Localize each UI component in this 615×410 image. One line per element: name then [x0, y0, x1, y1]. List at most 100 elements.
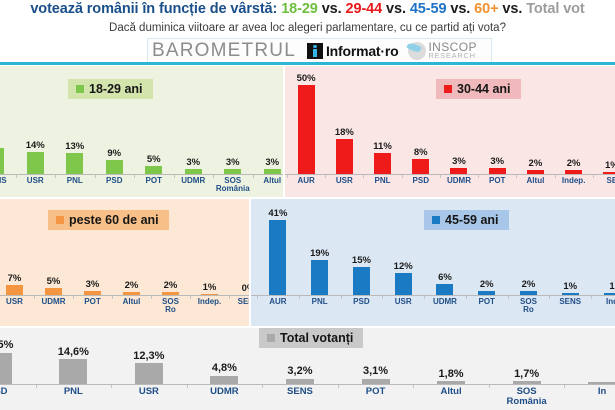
bar-group[interactable]: 11% PNL — [363, 74, 401, 185]
bar[interactable] — [603, 293, 615, 295]
bar-group[interactable]: 1,8% Altul — [413, 340, 489, 396]
bar[interactable] — [145, 166, 163, 174]
bar-group[interactable]: 15% PSD — [341, 209, 383, 306]
bar-value-label: 1% — [202, 281, 217, 293]
bar-group[interactable]: 1% Indep. — [190, 225, 229, 305]
bar-group[interactable]: 18% USR — [325, 74, 363, 185]
bar[interactable] — [352, 267, 370, 295]
bar[interactable] — [512, 381, 541, 384]
axis-tick — [413, 385, 415, 388]
bar[interactable] — [123, 292, 140, 295]
bar[interactable] — [224, 169, 242, 174]
bar-group[interactable]: 3% UDMR — [174, 94, 214, 185]
bar[interactable] — [603, 172, 615, 174]
bar-group[interactable]: 2% POT — [466, 209, 508, 306]
bar-group[interactable]: 50% AUR — [287, 74, 325, 185]
bar-group[interactable]: 2% SOS Ro — [151, 225, 190, 314]
title-segment-45-59: 45-59 — [409, 1, 447, 17]
bar-group[interactable]: 0% SENS — [229, 225, 249, 306]
axis-tick — [229, 296, 230, 299]
bar[interactable] — [311, 259, 329, 295]
bar-group[interactable]: 3% SOS România — [213, 94, 253, 193]
bar[interactable] — [45, 287, 62, 295]
bar-group[interactable]: 7% USR — [0, 225, 34, 306]
bar[interactable] — [26, 151, 44, 174]
bar[interactable] — [436, 283, 454, 295]
bar[interactable] — [394, 272, 412, 295]
bar[interactable] — [84, 290, 101, 295]
bar-group[interactable]: 1% SENS — [549, 209, 591, 306]
bar-group[interactable]: 41% AUR — [257, 209, 299, 306]
bar[interactable] — [437, 381, 466, 384]
bar[interactable] — [565, 170, 583, 174]
bar-value-label: 14% — [25, 139, 45, 151]
bar[interactable] — [0, 352, 12, 384]
bar-group[interactable]: 3,2% SENS — [262, 340, 338, 396]
title-segment-29-44: 29-44 — [345, 1, 383, 17]
bar-group[interactable]: In — [564, 340, 615, 396]
axis-tick — [439, 175, 441, 178]
bar[interactable] — [210, 375, 239, 384]
bar-group[interactable]: 2% SOS Ro — [508, 209, 550, 314]
bar-category-label: SOS Ro — [520, 297, 537, 315]
bar[interactable] — [519, 291, 537, 295]
bar[interactable] — [134, 363, 163, 384]
bar-group[interactable]: 3% POT — [73, 225, 112, 306]
axis-tick — [337, 385, 339, 388]
axis-tick — [325, 175, 327, 178]
chart-bars-chart-total: 19,5% PSD 14,6% PNL 12,3% USR 4,8% UDMR 3,2% SENS… — [0, 340, 615, 406]
bar[interactable] — [588, 382, 615, 384]
bar[interactable] — [162, 292, 179, 295]
bar-group[interactable]: 19,5% PSD — [0, 340, 36, 396]
bar-group[interactable]: 2% Altul — [112, 225, 151, 306]
bar-group[interactable]: 9% PSD — [95, 94, 135, 185]
bar[interactable] — [488, 168, 506, 174]
bar[interactable] — [184, 169, 202, 174]
bar[interactable] — [335, 139, 353, 174]
bar[interactable] — [201, 293, 218, 295]
bar[interactable] — [297, 85, 315, 174]
bar-group[interactable]: 1 Ind — [591, 209, 615, 306]
chart-bars-chart-45-59: 41% AUR 19% PNL 15% PSD 12% USR 6% UDMR 2% POT 2% SOS… — [257, 209, 615, 314]
bar-group[interactable]: 14,6% PNL — [36, 340, 112, 396]
inscop-swoosh-icon — [408, 41, 427, 60]
bar-group[interactable]: 3% POT — [478, 74, 516, 185]
bar[interactable] — [361, 378, 390, 384]
bar-value-label: 12,3% — [133, 349, 165, 362]
bar-group[interactable]: 19% PNL — [299, 209, 341, 305]
bar-group[interactable]: 1,7% SOS România — [489, 340, 565, 406]
bar[interactable] — [285, 378, 314, 384]
chart-panel-18-29: %SENS 14% USR 13% PNL 9% PSD 5% POT 3% UDMR 3% SOS R… — [0, 66, 283, 197]
bar-group[interactable]: 13% PNL — [55, 94, 95, 185]
bar[interactable] — [263, 169, 281, 174]
bar-group[interactable]: 2% Altul — [516, 74, 554, 185]
bar[interactable] — [374, 152, 392, 174]
bar-group[interactable]: 2% Indep. — [555, 74, 593, 185]
bar[interactable] — [450, 168, 468, 174]
bar[interactable] — [478, 291, 496, 295]
bar[interactable] — [59, 359, 88, 384]
bar-group[interactable]: 3,1% POT — [338, 340, 414, 396]
bar-group[interactable]: 12% USR — [382, 209, 424, 306]
bar-group[interactable]: 8% PSD — [402, 74, 440, 185]
bar[interactable] — [0, 148, 5, 174]
bar-group[interactable]: 6% UDMR — [424, 209, 466, 306]
bar-group[interactable]: 3% Altul — [253, 94, 284, 185]
bar-group[interactable]: 5% POT — [134, 94, 174, 185]
bar-group[interactable]: 5% UDMR — [34, 225, 73, 306]
bar[interactable] — [6, 284, 23, 295]
bar-group[interactable]: 1% SE — [593, 74, 615, 185]
bar[interactable] — [412, 158, 430, 174]
bar-group[interactable]: 3% UDMR — [440, 74, 478, 185]
bar-group[interactable]: 14% USR — [16, 94, 56, 185]
informat-ro-logo: Informat·ro — [306, 42, 399, 59]
bar[interactable] — [526, 170, 544, 174]
bar-group[interactable]: %SENS — [0, 94, 16, 185]
bar[interactable] — [105, 159, 123, 174]
bar[interactable] — [561, 293, 579, 295]
bar[interactable] — [66, 153, 84, 174]
chart-axis-line — [0, 384, 615, 385]
bar[interactable] — [269, 220, 287, 295]
bar-group[interactable]: 4,8% UDMR — [187, 340, 263, 397]
bar-group[interactable]: 12,3% USR — [111, 340, 187, 396]
